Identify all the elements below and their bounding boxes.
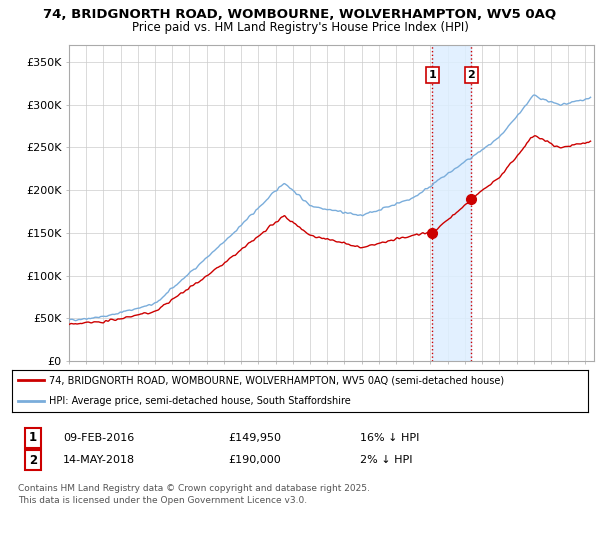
- Text: £190,000: £190,000: [228, 455, 281, 465]
- Text: Price paid vs. HM Land Registry's House Price Index (HPI): Price paid vs. HM Land Registry's House …: [131, 21, 469, 34]
- Text: £149,950: £149,950: [228, 433, 281, 443]
- Text: 14-MAY-2018: 14-MAY-2018: [63, 455, 135, 465]
- Bar: [432, 45, 471, 361]
- Text: 74, BRIDGNORTH ROAD, WOMBOURNE, WOLVERHAMPTON, WV5 0AQ: 74, BRIDGNORTH ROAD, WOMBOURNE, WOLVERHA…: [43, 8, 557, 21]
- Text: HPI: Average price, semi-detached house, South Staffordshire: HPI: Average price, semi-detached house,…: [49, 396, 351, 406]
- Text: 2: 2: [29, 454, 37, 467]
- Text: 2% ↓ HPI: 2% ↓ HPI: [360, 455, 413, 465]
- Text: 09-FEB-2016: 09-FEB-2016: [63, 433, 134, 443]
- Text: 1: 1: [428, 70, 436, 80]
- Text: 74, BRIDGNORTH ROAD, WOMBOURNE, WOLVERHAMPTON, WV5 0AQ (semi-detached house): 74, BRIDGNORTH ROAD, WOMBOURNE, WOLVERHA…: [49, 375, 505, 385]
- Text: 2: 2: [467, 70, 475, 80]
- Text: 1: 1: [29, 431, 37, 445]
- Text: Contains HM Land Registry data © Crown copyright and database right 2025.
This d: Contains HM Land Registry data © Crown c…: [18, 484, 370, 505]
- Text: 16% ↓ HPI: 16% ↓ HPI: [360, 433, 419, 443]
